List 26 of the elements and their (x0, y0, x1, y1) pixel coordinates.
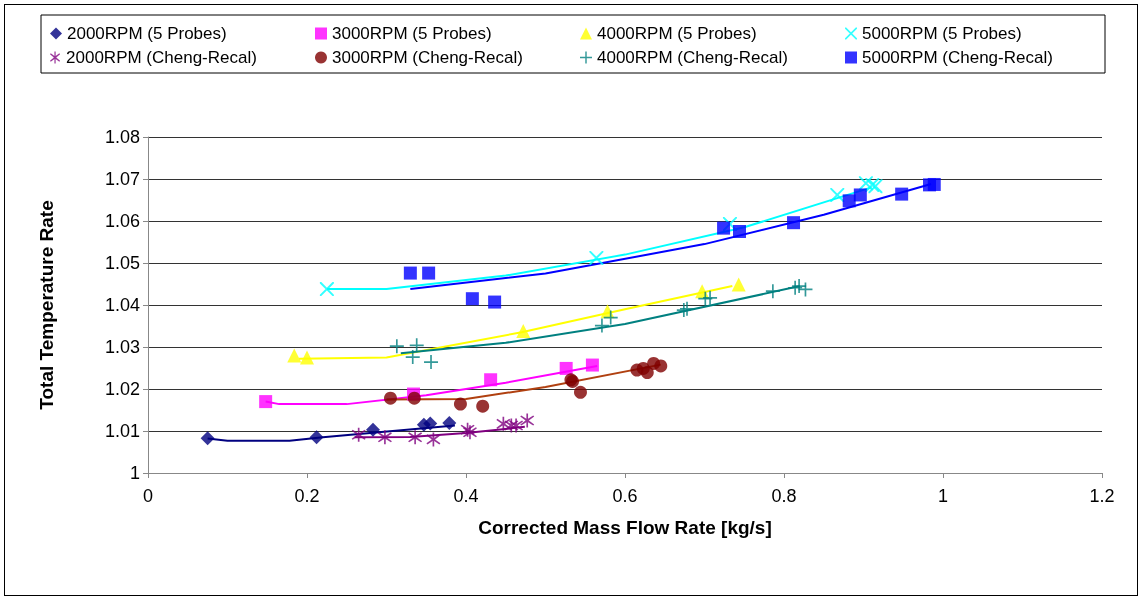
y-tick-label: 1.02 (104, 379, 140, 399)
legend-label: 2000RPM (Cheng-Recal) (66, 48, 257, 67)
legend-label: 3000RPM (5 Probes) (332, 24, 492, 43)
y-tick-label: 1.04 (104, 295, 140, 315)
y-tick-label: 1.01 (104, 421, 140, 441)
y-tick-label: 1.07 (104, 169, 140, 189)
x-tick-label: 1 (937, 486, 949, 506)
y-tick-label: 1 (129, 463, 140, 483)
legend-label: 4000RPM (Cheng-Recal) (597, 48, 788, 67)
legend-label: 5000RPM (5 Probes) (862, 24, 1022, 43)
x-tick-label: 0.8 (771, 486, 797, 506)
y-tick-label: 1.03 (104, 337, 140, 357)
x-tick-label: 0.6 (612, 486, 638, 506)
y-tick-label: 1.06 (104, 211, 140, 231)
y-tick-label: 1.08 (104, 127, 140, 147)
y-tick-label: 1.05 (104, 253, 140, 273)
legend-label: 3000RPM (Cheng-Recal) (332, 48, 523, 67)
x-tick-label: 0.2 (294, 486, 320, 506)
x-tick-label: 0 (142, 486, 154, 506)
y-axis-title: Total Temperature Rate (36, 200, 57, 410)
legend-label: 4000RPM (5 Probes) (597, 24, 757, 43)
x-tick-label: 0.4 (453, 486, 479, 506)
x-tick-label: 1.2 (1089, 486, 1115, 506)
x-axis-title: Corrected Mass Flow Rate [kg/s] (478, 517, 772, 538)
legend-label: 5000RPM (Cheng-Recal) (862, 48, 1053, 67)
legend-label: 2000RPM (5 Probes) (67, 24, 227, 43)
